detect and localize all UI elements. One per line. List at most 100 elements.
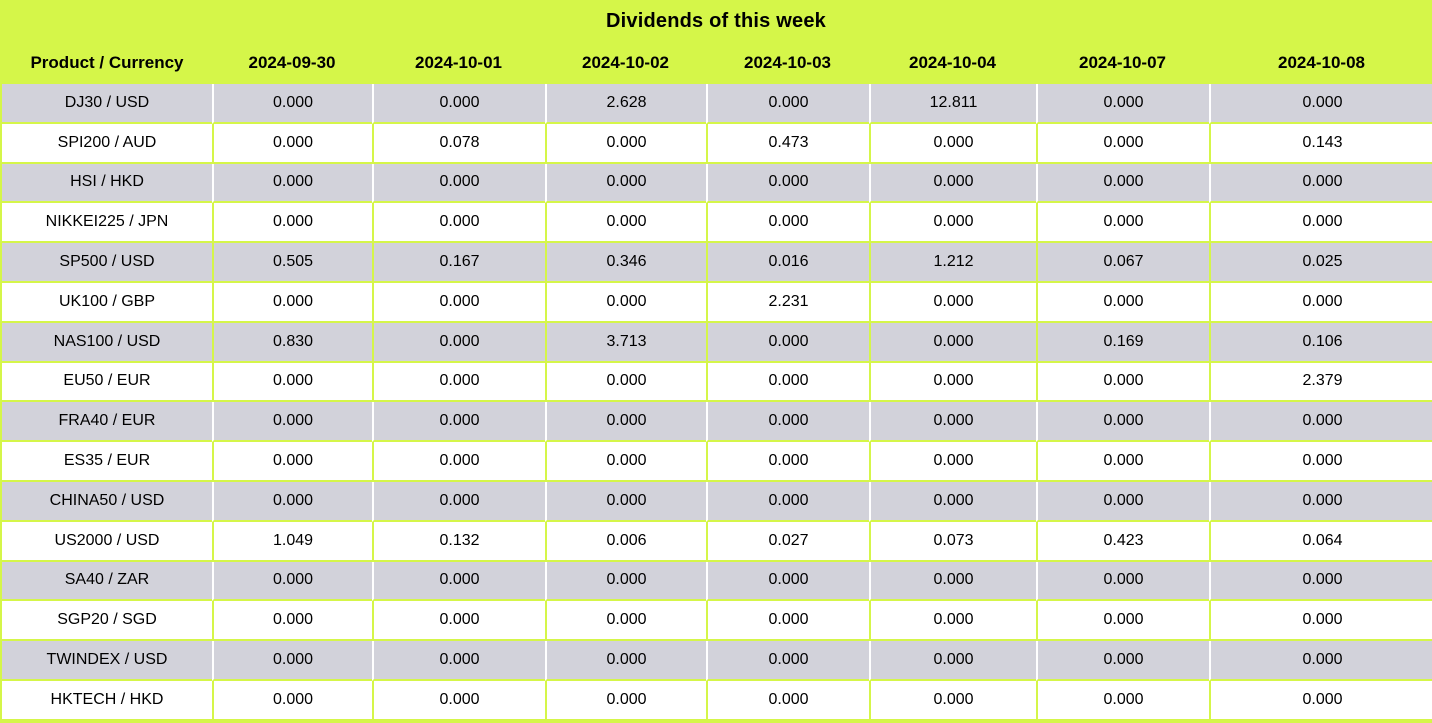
header-date: 2024-09-30 [212, 42, 372, 84]
table-row: EU50 / EUR 0.000 0.000 0.000 0.000 0.000 0.000… [2, 362, 1432, 403]
header-date: 2024-10-02 [545, 42, 706, 84]
header-product-currency: Product / Currency [2, 42, 212, 84]
dividend-value-cell: 0.000 [869, 402, 1036, 443]
dividend-value-cell: 0.000 [372, 322, 545, 363]
header-date: 2024-10-08 [1209, 42, 1432, 84]
dividend-value-cell: 0.000 [706, 442, 869, 482]
dividend-value-cell: 0.000 [869, 362, 1036, 403]
dividend-value-cell: 0.000 [1209, 601, 1432, 642]
table-body: DJ30 / USD 0.000 0.000 2.628 0.000 12.811 0.00… [2, 84, 1432, 721]
dividend-value-cell: 0.000 [212, 442, 372, 482]
table-row: CHINA50 / USD 0.000 0.000 0.000 0.000 0.000 0.… [2, 481, 1432, 522]
dividend-value-cell: 0.830 [212, 322, 372, 363]
table-row: SA40 / ZAR 0.000 0.000 0.000 0.000 0.000 0.000… [2, 561, 1432, 602]
product-cell: CHINA50 / USD [2, 481, 212, 522]
dividend-value-cell: 0.000 [706, 322, 869, 363]
dividend-value-cell: 0.000 [869, 641, 1036, 681]
dividend-value-cell: 0.000 [1209, 282, 1432, 323]
dividend-value-cell: 0.505 [212, 243, 372, 283]
dividend-value-cell: 0.000 [869, 203, 1036, 244]
dividend-value-cell: 0.106 [1209, 322, 1432, 363]
dividend-value-cell: 0.167 [372, 243, 545, 283]
dividend-value-cell: 0.000 [1036, 481, 1209, 522]
dividend-value-cell: 0.000 [869, 123, 1036, 164]
dividend-value-cell: 3.713 [545, 322, 706, 363]
dividend-value-cell: 0.073 [869, 521, 1036, 562]
dividend-value-cell: 0.078 [372, 123, 545, 164]
dividend-value-cell: 0.000 [212, 680, 372, 721]
dividend-value-cell: 0.000 [869, 442, 1036, 482]
product-cell: SP500 / USD [2, 243, 212, 283]
dividend-value-cell: 0.000 [1036, 123, 1209, 164]
dividend-value-cell: 0.000 [545, 481, 706, 522]
header-date: 2024-10-07 [1036, 42, 1209, 84]
dividend-value-cell: 0.000 [372, 641, 545, 681]
dividend-value-cell: 0.423 [1036, 521, 1209, 562]
dividend-value-cell: 0.000 [212, 123, 372, 164]
dividend-value-cell: 0.000 [372, 680, 545, 721]
dividend-value-cell: 0.000 [545, 601, 706, 642]
dividend-value-cell: 0.000 [1036, 641, 1209, 681]
dividend-value-cell: 0.169 [1036, 322, 1209, 363]
dividend-value-cell: 0.000 [372, 163, 545, 204]
dividend-value-cell: 0.000 [372, 84, 545, 124]
table-row: ES35 / EUR 0.000 0.000 0.000 0.000 0.000 0.000… [2, 442, 1432, 482]
dividend-value-cell: 0.016 [706, 243, 869, 283]
dividend-value-cell: 0.006 [545, 521, 706, 562]
product-cell: DJ30 / USD [2, 84, 212, 124]
header-date: 2024-10-03 [706, 42, 869, 84]
dividend-value-cell: 1.212 [869, 243, 1036, 283]
dividend-value-cell: 0.000 [1036, 601, 1209, 642]
dividend-value-cell: 0.346 [545, 243, 706, 283]
dividend-value-cell: 0.000 [372, 601, 545, 642]
dividend-value-cell: 0.000 [869, 163, 1036, 204]
dividend-value-cell: 0.000 [706, 84, 869, 124]
dividend-value-cell: 0.000 [1209, 442, 1432, 482]
dividend-value-cell: 0.000 [1209, 680, 1432, 721]
table-row: HKTECH / HKD 0.000 0.000 0.000 0.000 0.000 0.0… [2, 680, 1432, 721]
dividend-value-cell: 0.000 [869, 322, 1036, 363]
dividend-value-cell: 0.000 [1209, 561, 1432, 602]
dividend-value-cell: 0.000 [545, 203, 706, 244]
dividend-value-cell: 0.000 [545, 680, 706, 721]
product-cell: SGP20 / SGD [2, 601, 212, 642]
table-row: FRA40 / EUR 0.000 0.000 0.000 0.000 0.000 0.00… [2, 402, 1432, 443]
dividend-value-cell: 0.064 [1209, 521, 1432, 562]
table-row: SPI200 / AUD 0.000 0.078 0.000 0.473 0.000 0.0… [2, 123, 1432, 164]
dividend-value-cell: 0.000 [1209, 163, 1432, 204]
table-row: NAS100 / USD 0.830 0.000 3.713 0.000 0.000 0.1… [2, 322, 1432, 363]
product-cell: NIKKEI225 / JPN [2, 203, 212, 244]
dividend-value-cell: 0.000 [1036, 561, 1209, 602]
product-cell: HSI / HKD [2, 163, 212, 204]
dividend-value-cell: 0.000 [706, 203, 869, 244]
dividend-value-cell: 0.000 [545, 402, 706, 443]
dividend-value-cell: 0.067 [1036, 243, 1209, 283]
dividend-value-cell: 0.000 [869, 601, 1036, 642]
dividend-value-cell: 0.000 [706, 163, 869, 204]
dividend-value-cell: 0.000 [545, 282, 706, 323]
product-cell: FRA40 / EUR [2, 402, 212, 443]
dividend-value-cell: 0.000 [545, 442, 706, 482]
table-row: HSI / HKD 0.000 0.000 0.000 0.000 0.000 0.000 0… [2, 163, 1432, 204]
dividend-value-cell: 0.000 [1036, 362, 1209, 403]
dividend-value-cell: 0.000 [1036, 442, 1209, 482]
table-row: NIKKEI225 / JPN 0.000 0.000 0.000 0.000 0.000… [2, 203, 1432, 244]
dividend-value-cell: 0.000 [1036, 163, 1209, 204]
dividend-value-cell: 0.000 [212, 402, 372, 443]
dividend-value-cell: 0.000 [706, 601, 869, 642]
dividend-value-cell: 0.000 [372, 282, 545, 323]
dividend-value-cell: 0.000 [212, 481, 372, 522]
dividend-value-cell: 0.000 [545, 561, 706, 602]
dividend-value-cell: 0.000 [706, 641, 869, 681]
page-title: Dividends of this week [0, 0, 1432, 42]
dividend-value-cell: 0.000 [212, 601, 372, 642]
dividend-value-cell: 0.000 [372, 561, 545, 602]
dividends-table: Product / Currency 2024-09-30 2024-10-01 20… [0, 42, 1432, 723]
table-row: TWINDEX / USD 0.000 0.000 0.000 0.000 0.000 0.… [2, 641, 1432, 681]
dividend-value-cell: 0.000 [1209, 481, 1432, 522]
table-row: DJ30 / USD 0.000 0.000 2.628 0.000 12.811 0.00… [2, 84, 1432, 124]
dividend-value-cell: 0.000 [1036, 84, 1209, 124]
dividend-value-cell: 0.000 [1036, 680, 1209, 721]
dividend-value-cell: 0.000 [545, 163, 706, 204]
dividend-value-cell: 0.000 [1209, 203, 1432, 244]
